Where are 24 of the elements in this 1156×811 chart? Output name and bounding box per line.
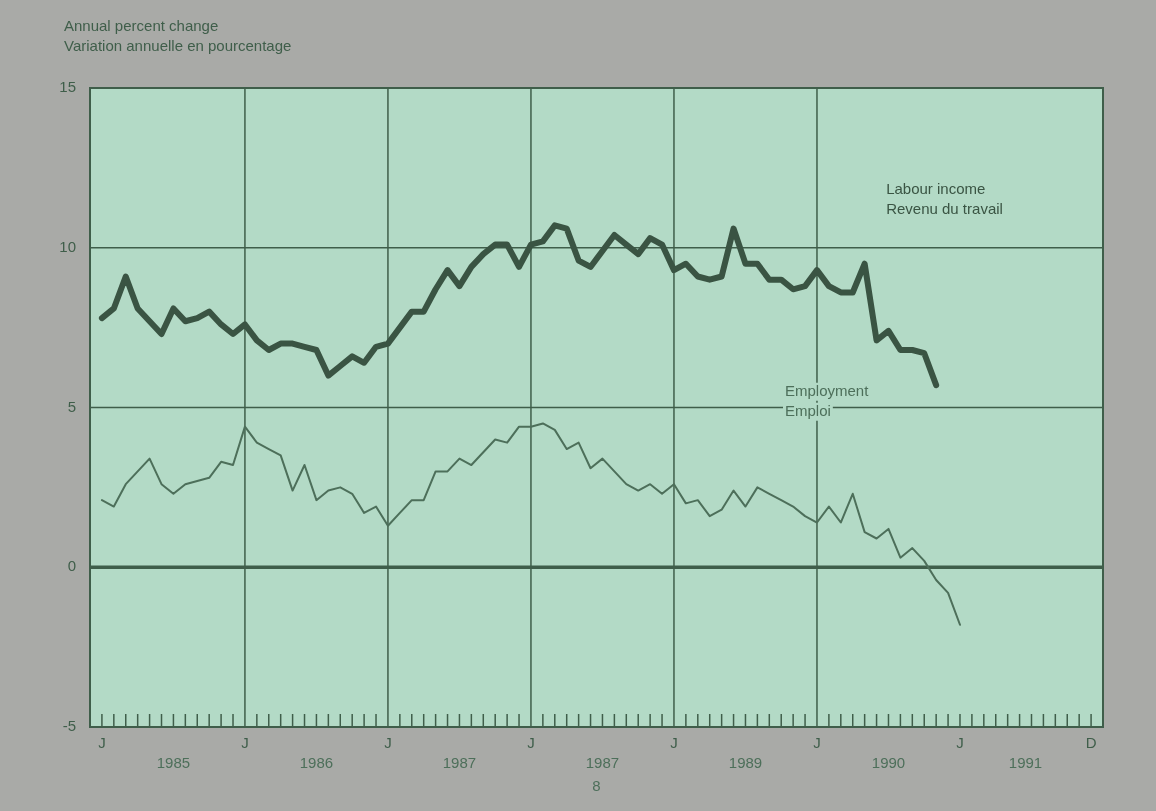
y-tick-label: 5: [67, 397, 76, 415]
y-axis-title: Annual percent change Variation annuelle en pourcentage: [64, 17, 292, 55]
text: 1989: [728, 754, 763, 772]
text: 1986: [299, 754, 334, 772]
text: Employment Emploi: [784, 381, 870, 419]
x-tick-label: J: [527, 734, 535, 752]
text: 1985: [156, 754, 191, 772]
y-tick-label: 0: [67, 557, 76, 575]
x-tick-label: J: [241, 734, 249, 752]
y-tick-label: 15: [59, 78, 76, 96]
x-tick-label: J: [813, 734, 821, 752]
y-tick-label: -5: [62, 717, 76, 735]
x-tick-label: J: [98, 734, 106, 752]
text: Labour income Revenu du travail: [886, 180, 1003, 218]
text: 8: [592, 777, 601, 795]
x-tick-label: J: [956, 734, 964, 752]
text: 1991: [1008, 754, 1043, 772]
text: 1987: [442, 754, 477, 772]
x-tick-label: D: [1085, 734, 1097, 752]
x-tick-label: J: [670, 734, 678, 752]
text: 1987: [585, 754, 620, 772]
x-tick-label: J: [384, 734, 392, 752]
y-tick-label: 10: [59, 237, 76, 255]
text: 1990: [871, 754, 906, 772]
